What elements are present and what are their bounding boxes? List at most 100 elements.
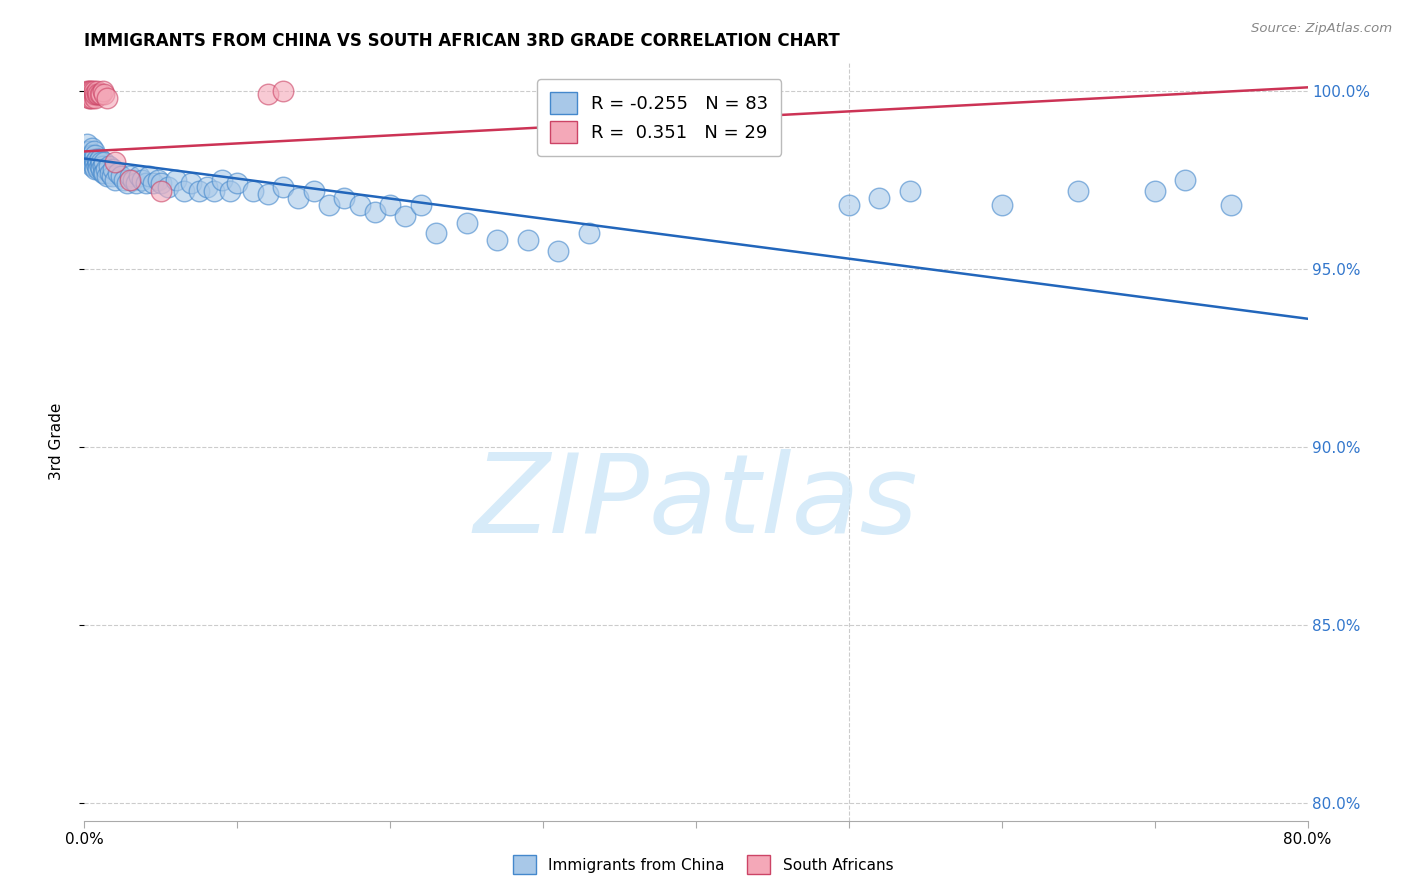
Point [349,198,371,212]
Point [135,177,157,191]
Point [302,184,325,198]
Point [287,191,309,205]
Point [180,177,202,191]
Point [226,177,249,191]
Point [77,91,100,105]
Point [991,198,1014,212]
Legend: Immigrants from China, South Africans: Immigrants from China, South Africans [506,849,900,880]
Text: Source: ZipAtlas.com: Source: ZipAtlas.com [1251,22,1392,36]
Point [146,173,169,187]
Point [516,234,538,248]
Point [112,173,135,187]
Point [110,169,132,184]
Point [93,87,115,102]
Point [79,87,101,102]
Point [87,155,110,169]
Point [80,141,103,155]
Point [271,180,294,194]
Point [75,87,97,102]
Point [93,155,115,169]
Point [89,87,111,102]
Point [77,152,100,166]
Point [96,169,118,184]
Point [86,152,108,166]
Point [83,145,105,159]
Point [131,173,153,187]
Point [89,159,111,173]
Point [1143,184,1166,198]
Point [98,166,121,180]
Point [77,87,100,102]
Point [91,166,114,180]
Point [1174,173,1197,187]
Point [76,84,98,98]
Point [202,184,225,198]
Point [77,145,100,159]
Point [107,166,129,180]
Point [79,148,101,162]
Point [120,169,142,184]
Point [578,227,600,241]
Point [333,191,356,205]
Point [83,84,105,98]
Point [80,159,103,173]
Point [80,87,103,102]
Legend: R = -0.255   N = 83, R =  0.351   N = 29: R = -0.255 N = 83, R = 0.351 N = 29 [537,79,782,155]
Point [76,137,98,152]
Point [94,162,117,177]
Point [869,191,891,205]
Point [242,184,264,198]
Point [257,87,280,102]
Point [456,216,478,230]
Point [122,173,145,187]
Y-axis label: 3rd Grade: 3rd Grade [49,403,63,480]
Point [149,177,172,191]
Text: IMMIGRANTS FROM CHINA VS SOUTH AFRICAN 3RD GRADE CORRELATION CHART: IMMIGRANTS FROM CHINA VS SOUTH AFRICAN 3… [84,32,841,50]
Point [318,198,340,212]
Point [76,87,98,102]
Point [83,152,105,166]
Point [103,162,125,177]
Point [394,209,416,223]
Point [165,173,187,187]
Point [80,91,103,105]
Point [157,180,180,194]
Point [86,84,108,98]
Point [77,84,100,98]
Point [142,177,165,191]
Point [138,169,160,184]
Point [91,159,114,173]
Point [1220,198,1243,212]
Point [83,159,105,173]
Point [838,198,860,212]
Point [211,173,233,187]
Point [80,148,103,162]
Point [149,184,172,198]
Point [257,187,280,202]
Point [84,155,107,169]
Point [1067,184,1090,198]
Point [104,155,127,169]
Point [89,152,111,166]
Point [409,198,432,212]
Point [115,177,138,191]
Point [271,84,294,98]
Point [91,84,114,98]
Point [84,148,107,162]
Point [128,169,150,184]
Point [195,180,218,194]
Point [83,87,105,102]
Point [84,91,107,105]
Point [84,87,107,102]
Point [125,177,148,191]
Point [86,159,108,173]
Point [173,184,195,198]
Point [84,162,107,177]
Point [87,87,110,102]
Point [486,234,509,248]
Point [218,184,240,198]
Point [96,91,118,105]
Point [120,173,142,187]
Point [547,244,569,259]
Point [80,84,103,98]
